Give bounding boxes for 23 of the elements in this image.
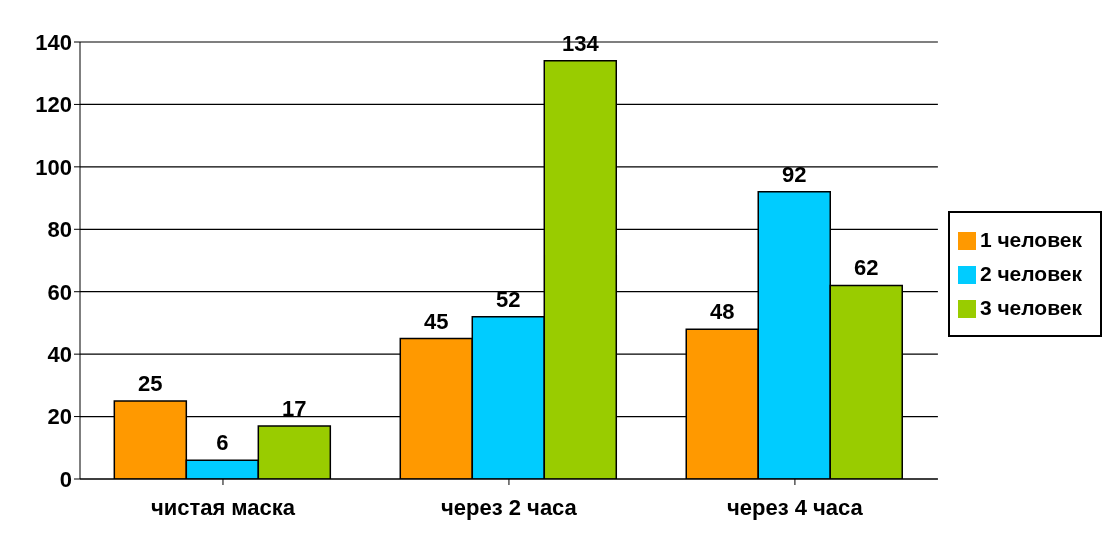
legend-label: 1 человек — [979, 227, 1082, 251]
x-tick-label: через 4 часа — [726, 494, 864, 520]
data-label: 48 — [710, 299, 735, 325]
data-label: 92 — [782, 161, 807, 187]
y-tick-label: 0 — [59, 466, 72, 492]
legend-label: 3 человек — [979, 295, 1082, 319]
data-label: 45 — [424, 308, 449, 334]
y-tick-label: 80 — [47, 217, 72, 243]
x-tick-label: чистая маска — [150, 494, 296, 520]
data-label: 17 — [282, 395, 307, 421]
data-label: 62 — [854, 255, 879, 281]
data-label: 52 — [496, 286, 521, 312]
legend-label: 2 человек — [979, 261, 1082, 285]
y-tick-label: 20 — [47, 404, 72, 430]
data-label: 6 — [216, 430, 229, 456]
x-tick-label: через 2 часа — [441, 494, 578, 520]
y-tick-label: 120 — [35, 92, 72, 118]
data-label: 134 — [561, 30, 600, 56]
y-tick-label: 40 — [47, 341, 72, 367]
y-tick-label: 60 — [47, 279, 72, 305]
y-tick-label: 140 — [35, 29, 72, 55]
y-tick-label: 100 — [35, 154, 72, 180]
data-label: 25 — [138, 370, 163, 396]
